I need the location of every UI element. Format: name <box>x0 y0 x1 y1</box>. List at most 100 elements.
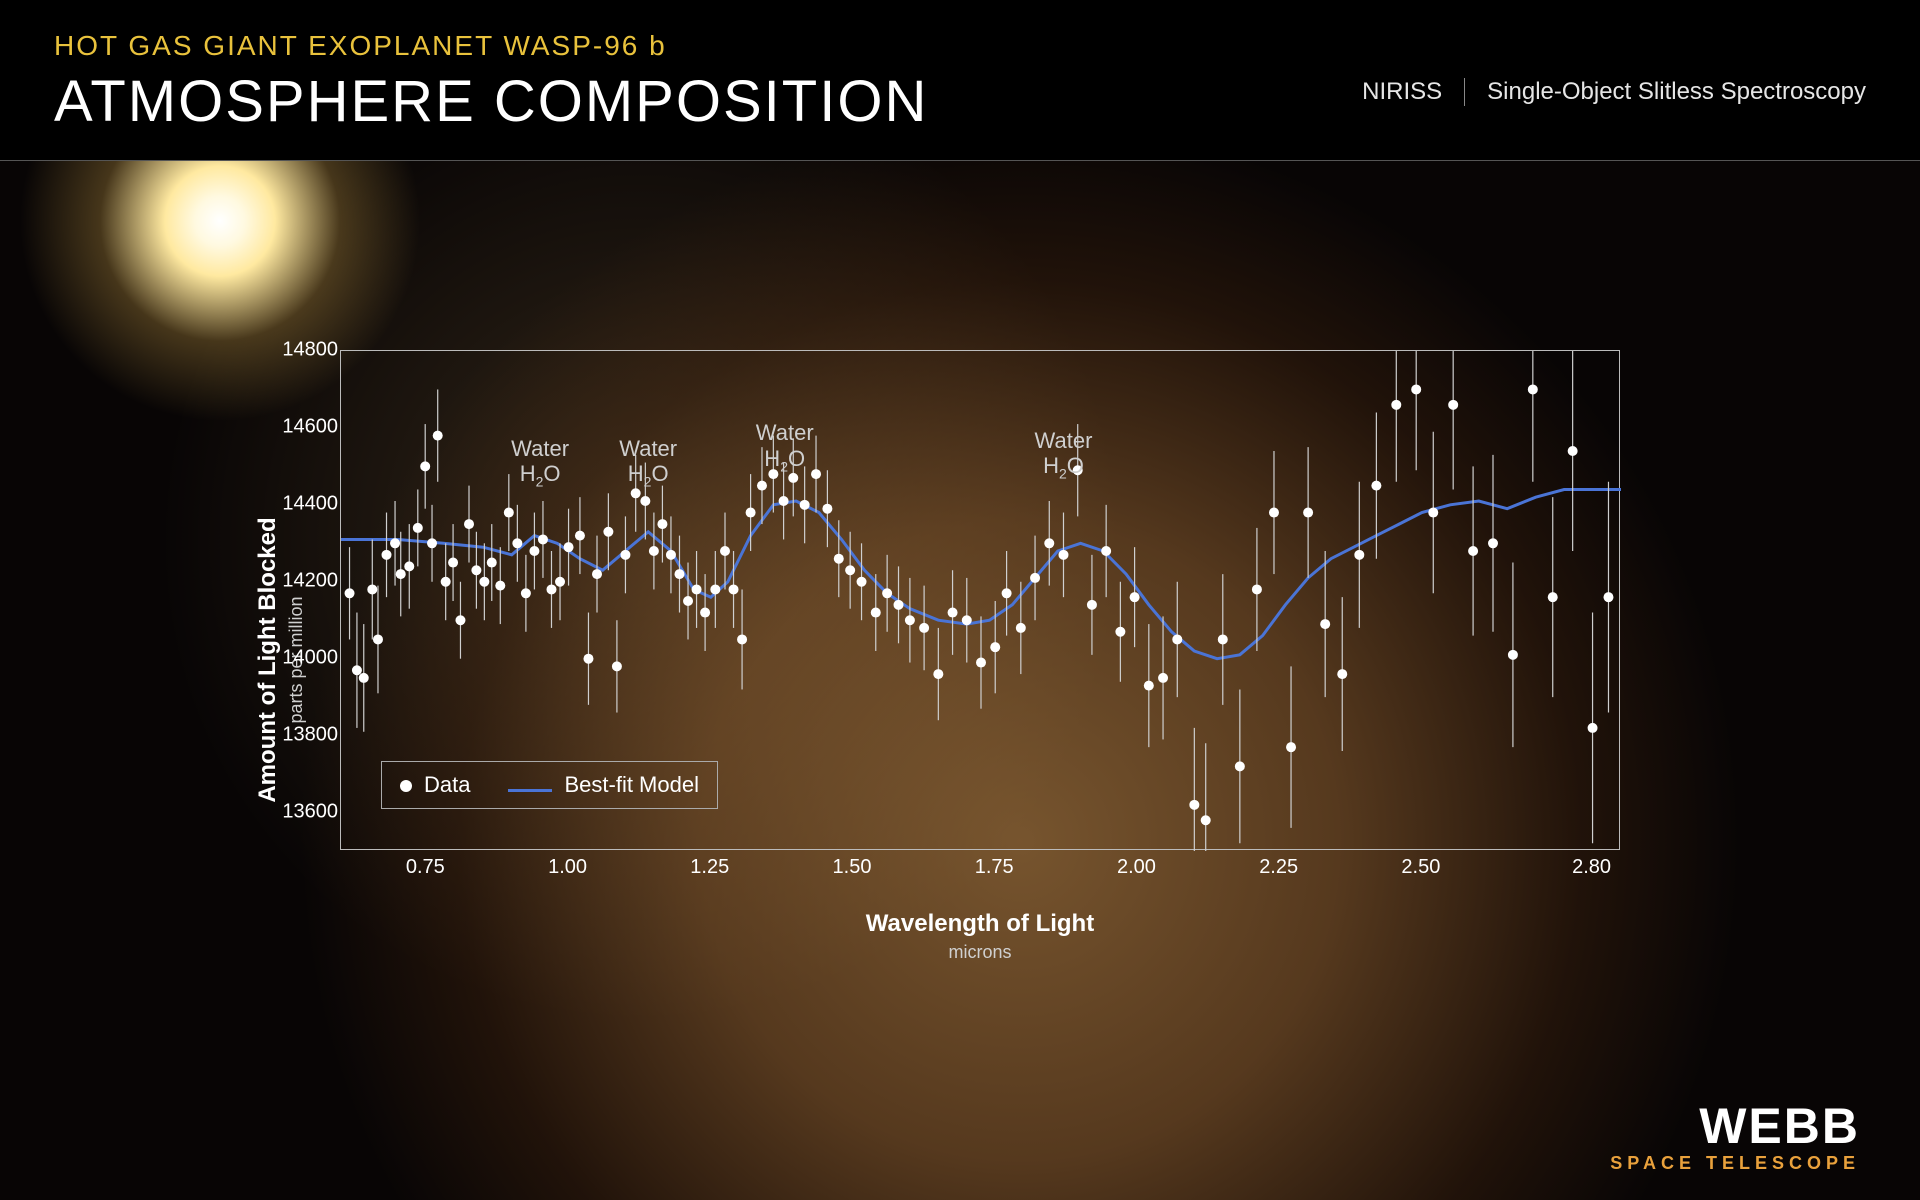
data-point <box>1144 681 1154 691</box>
data-point <box>1044 538 1054 548</box>
data-point <box>822 504 832 514</box>
data-point <box>1548 592 1558 602</box>
data-point <box>1158 673 1168 683</box>
data-point <box>834 554 844 564</box>
data-point <box>962 615 972 625</box>
eyebrow-text: HOT GAS GIANT EXOPLANET WASP-96 b <box>54 30 928 62</box>
data-point <box>990 642 1000 652</box>
data-point <box>575 531 585 541</box>
y-tick-label: 13600 <box>282 800 338 823</box>
data-point <box>857 577 867 587</box>
logo-subtitle: SPACE TELESCOPE <box>1610 1153 1860 1174</box>
plot-area: WaterH2OWaterH2OWaterH2OWaterH2O DataBes… <box>340 350 1620 850</box>
x-tick-label: 1.00 <box>548 856 587 879</box>
data-point <box>1528 384 1538 394</box>
x-axis-label: Wavelength of Light <box>340 910 1620 938</box>
data-point <box>427 538 437 548</box>
data-point <box>871 608 881 618</box>
data-point <box>720 546 730 556</box>
data-point <box>448 558 458 568</box>
logo-brand: WEBB <box>1610 1105 1860 1148</box>
data-point <box>1588 723 1598 733</box>
data-point <box>729 584 739 594</box>
data-point <box>976 658 986 668</box>
data-point <box>433 431 443 441</box>
data-point <box>746 508 756 518</box>
instrument-mode: Single-Object Slitless Spectroscopy <box>1487 78 1866 106</box>
data-point <box>692 584 702 594</box>
data-point <box>1286 742 1296 752</box>
data-point <box>640 496 650 506</box>
water-annotation: WaterH2O <box>511 436 569 490</box>
data-point <box>1087 600 1097 610</box>
x-tick-label: 2.00 <box>1117 856 1156 879</box>
data-point <box>471 565 481 575</box>
data-point <box>396 569 406 579</box>
data-point <box>1411 384 1421 394</box>
data-point <box>592 569 602 579</box>
data-point <box>1391 400 1401 410</box>
data-point <box>612 661 622 671</box>
data-point <box>1002 588 1012 598</box>
water-annotation: WaterH2O <box>1035 428 1093 482</box>
data-point <box>737 634 747 644</box>
data-point <box>441 577 451 587</box>
y-tick-label: 14600 <box>282 415 338 438</box>
data-point <box>495 581 505 591</box>
data-point <box>1568 446 1578 456</box>
data-point <box>1448 400 1458 410</box>
x-tick-label: 0.75 <box>406 856 445 879</box>
data-point <box>1428 508 1438 518</box>
water-annotation: WaterH2O <box>756 420 814 474</box>
data-point <box>948 608 958 618</box>
y-tick-label: 14200 <box>282 569 338 592</box>
y-tick-label: 14000 <box>282 646 338 669</box>
data-point <box>564 542 574 552</box>
page-title: ATMOSPHERE COMPOSITION <box>54 68 928 135</box>
x-tick-label: 1.75 <box>975 856 1014 879</box>
data-point <box>1016 623 1026 633</box>
data-point <box>479 577 489 587</box>
data-point <box>631 488 641 498</box>
data-point <box>779 496 789 506</box>
data-point <box>700 608 710 618</box>
x-tick-label: 2.80 <box>1572 856 1611 879</box>
data-point <box>420 461 430 471</box>
data-point <box>413 523 423 533</box>
data-point <box>1269 508 1279 518</box>
data-point <box>504 508 514 518</box>
data-point <box>1030 573 1040 583</box>
data-point <box>603 527 613 537</box>
data-point <box>583 654 593 664</box>
y-axis-ticks: 13600138001400014200144001460014800 <box>260 350 338 850</box>
data-point <box>649 546 659 556</box>
x-axis-unit: microns <box>340 942 1620 963</box>
data-point <box>1337 669 1347 679</box>
data-point <box>521 588 531 598</box>
y-tick-label: 13800 <box>282 723 338 746</box>
data-point <box>1508 650 1518 660</box>
data-point <box>882 588 892 598</box>
data-point <box>1101 546 1111 556</box>
data-point <box>894 600 904 610</box>
data-point <box>404 561 414 571</box>
x-tick-label: 2.50 <box>1401 856 1440 879</box>
data-point <box>1371 481 1381 491</box>
data-point <box>1320 619 1330 629</box>
instrument-name: NIRISS <box>1362 78 1442 106</box>
data-point <box>845 565 855 575</box>
data-point <box>487 558 497 568</box>
data-point <box>367 584 377 594</box>
header: HOT GAS GIANT EXOPLANET WASP-96 b ATMOSP… <box>0 0 1920 160</box>
data-point <box>1115 627 1125 637</box>
data-point <box>359 673 369 683</box>
y-tick-label: 14400 <box>282 492 338 515</box>
data-point <box>1172 634 1182 644</box>
data-point <box>1354 550 1364 560</box>
webb-logo: WEBB SPACE TELESCOPE <box>1610 1105 1860 1175</box>
data-point <box>1252 584 1262 594</box>
data-point <box>1130 592 1140 602</box>
data-point <box>1603 592 1613 602</box>
data-point <box>683 596 693 606</box>
data-point <box>455 615 465 625</box>
